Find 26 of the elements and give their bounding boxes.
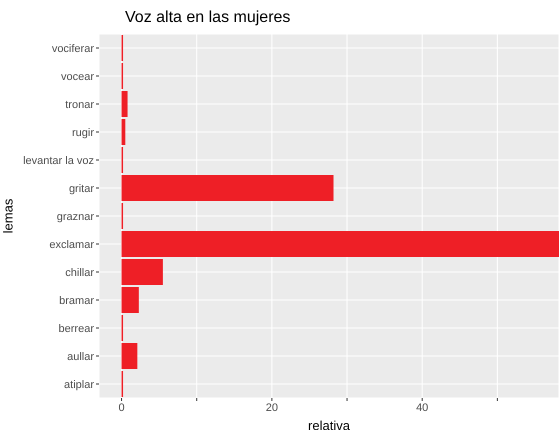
bar <box>122 91 128 117</box>
x-tick-label: 20 <box>266 402 278 414</box>
y-tick-label: bramar <box>59 294 94 307</box>
y-tick-label: levantar la voz <box>23 154 94 167</box>
y-tick-label: tronar <box>65 98 94 111</box>
x-tick-label: 40 <box>416 402 428 414</box>
y-tick-label: gritar <box>68 182 94 195</box>
bar <box>122 231 559 257</box>
y-tick-label: berrear <box>58 322 94 335</box>
chart-title: Voz alta en las mujeres <box>125 9 290 27</box>
y-tick-label: atiplar <box>64 378 94 391</box>
y-tick-label: graznar <box>56 210 94 223</box>
x-axis-title: relativa <box>308 418 351 430</box>
y-tick-label: chillar <box>65 266 94 279</box>
bar <box>122 287 139 313</box>
y-axis-title: lemas <box>0 198 16 234</box>
bar <box>122 259 163 285</box>
y-tick-label: rugir <box>72 126 94 139</box>
bar <box>122 119 126 145</box>
y-tick-label: aullar <box>67 350 94 363</box>
y-tick-label: vocear <box>60 70 94 83</box>
y-tick-label: vociferar <box>52 42 94 55</box>
bar <box>122 175 334 201</box>
x-tick-label: 0 <box>118 402 125 414</box>
y-tick-label: exclamar <box>49 238 94 251</box>
bar <box>122 343 138 369</box>
